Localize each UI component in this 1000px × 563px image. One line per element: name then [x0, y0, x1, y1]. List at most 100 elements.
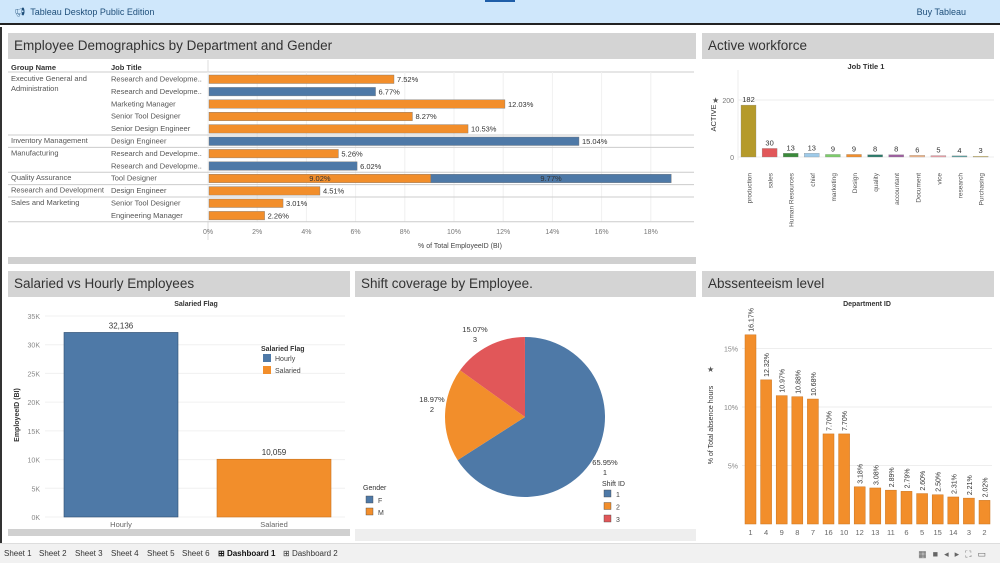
tab-sheet-6[interactable]: Sheet 6	[182, 549, 210, 558]
bar-value-label: 3.08%	[873, 465, 880, 485]
tab-sheet-3[interactable]: Sheet 3	[75, 549, 103, 558]
bar-female[interactable]	[208, 161, 358, 171]
bar-production[interactable]	[740, 104, 757, 158]
legend-swatch-shift-3[interactable]	[603, 514, 612, 523]
bar-male[interactable]	[208, 198, 284, 208]
bar-male[interactable]	[208, 149, 339, 159]
bar-department-5[interactable]	[916, 493, 928, 525]
x-category-label: marketing	[831, 173, 838, 202]
bar-value-label: 10,059	[262, 448, 287, 457]
bar-quality[interactable]	[867, 154, 883, 158]
tab-sheet-1[interactable]: Sheet 1	[4, 549, 32, 558]
tab-dashboard-1[interactable]: ⊞ Dashboard 1	[218, 549, 275, 558]
horizontal-scrollbar[interactable]	[8, 257, 696, 264]
bar-vice[interactable]	[930, 155, 947, 158]
x-category-label: 2	[982, 528, 986, 537]
bar-department-14[interactable]	[947, 496, 960, 525]
bar-value-label: 3.18%	[858, 464, 865, 484]
x-category-label: 7	[811, 528, 815, 537]
bar-accountant[interactable]	[888, 154, 904, 158]
bar-female[interactable]	[430, 173, 672, 183]
bar-department-6[interactable]	[900, 491, 913, 525]
x-tick-label: 12%	[496, 229, 510, 236]
bar-department-4[interactable]	[760, 379, 772, 525]
bar-department-12[interactable]	[853, 486, 866, 525]
x-category-label: 12	[856, 528, 864, 537]
tab-sheet-4[interactable]: Sheet 4	[111, 549, 139, 558]
job-title-label: Engineering Manager	[111, 211, 183, 220]
y-tick-label: 200	[722, 98, 734, 105]
y-tick-label: 0	[730, 155, 734, 162]
legend-swatch-shift-2[interactable]	[603, 502, 612, 510]
slice-shift-label: 2	[430, 405, 434, 414]
x-category-label: 5	[920, 528, 924, 537]
legend-swatch-hourly[interactable]	[263, 354, 271, 362]
tab-label: Dashboard 1	[226, 549, 276, 558]
bar-label: 9.77%	[540, 174, 562, 183]
panel-title-demographics: Employee Demographics by Department and …	[8, 33, 696, 59]
bar-document[interactable]	[909, 155, 925, 158]
pie-slice-shift-2[interactable]	[445, 370, 525, 461]
grid-view-icon[interactable]: ▦	[918, 549, 933, 559]
pie-slice-shift-1[interactable]	[457, 337, 606, 498]
bar-department-10[interactable]	[838, 433, 850, 525]
tab-dashboard-2[interactable]: ⊞ Dashboard 2	[283, 549, 338, 558]
bar-marketing[interactable]	[825, 154, 841, 158]
bar-male[interactable]	[208, 74, 395, 84]
presentation-icon[interactable]: ▭	[977, 549, 992, 559]
chart-title: Job Title 1	[848, 62, 885, 71]
x-category-label: Design	[852, 173, 859, 194]
tab-sheet-5[interactable]: Sheet 5	[147, 549, 175, 558]
legend-title: Gender	[363, 485, 387, 492]
tab-sheet-2[interactable]: Sheet 2	[39, 549, 67, 558]
bar-male[interactable]	[208, 186, 321, 196]
next-icon[interactable]: ▸	[954, 549, 966, 559]
bar-male[interactable]	[208, 99, 506, 109]
bar-purchasing[interactable]	[972, 155, 989, 158]
bar-sales[interactable]	[761, 148, 778, 158]
legend-swatch-gender-f[interactable]	[365, 495, 374, 504]
filmstrip-icon[interactable]: ■	[932, 549, 945, 559]
megaphone-icon: 📢︎	[14, 7, 26, 17]
horizontal-scrollbar[interactable]	[8, 529, 350, 536]
bar-department-3[interactable]	[963, 497, 975, 525]
bar-hourly[interactable]	[63, 332, 179, 518]
bar-department-13[interactable]	[869, 487, 882, 525]
bar-value-label: 13	[808, 143, 816, 152]
buy-tableau-link[interactable]: Buy Tableau	[916, 7, 966, 17]
bar-female[interactable]	[208, 136, 580, 146]
legend-swatch-salaried[interactable]	[263, 366, 271, 374]
legend-swatch-shift-1[interactable]	[603, 489, 612, 498]
bar-value-label: 7.70%	[827, 411, 834, 431]
bar-research[interactable]	[951, 155, 968, 158]
bar-male[interactable]	[208, 111, 413, 121]
bar-department-11[interactable]	[885, 489, 897, 525]
bar-department-1[interactable]	[744, 334, 757, 525]
fullscreen-icon[interactable]: ⛶	[965, 549, 978, 559]
job-title-label: Research and Developme..	[111, 161, 202, 170]
panel-title-active: Active workforce	[702, 33, 994, 59]
bar-department-16[interactable]	[822, 433, 835, 525]
prev-icon[interactable]: ◂	[944, 549, 955, 559]
app-title-text: Tableau Desktop Public Edition	[30, 7, 155, 17]
bar-department-7[interactable]	[807, 398, 819, 525]
bar-department-8[interactable]	[791, 396, 804, 525]
bar-female[interactable]	[208, 87, 376, 97]
bar-salaried[interactable]	[216, 458, 332, 518]
legend-swatch-gender-m[interactable]	[365, 507, 374, 516]
bar-male[interactable]	[208, 211, 265, 221]
bar-male[interactable]	[208, 124, 469, 134]
bar-department-9[interactable]	[775, 395, 788, 525]
panel-title-shift: Shift coverage by Employee.	[355, 271, 696, 297]
bar-label: 2.26%	[268, 211, 290, 220]
x-tick-label: 14%	[545, 229, 559, 236]
bar-design[interactable]	[846, 154, 862, 158]
legend-item-label: 3	[616, 517, 620, 524]
x-category-label: 15	[934, 528, 942, 537]
bar-chief[interactable]	[804, 153, 820, 158]
x-category-label: 3	[967, 528, 971, 537]
bar-department-15[interactable]	[931, 494, 944, 525]
bar-human-resources[interactable]	[783, 153, 799, 158]
pie-slice-shift-3[interactable]	[460, 337, 525, 417]
bar-department-2[interactable]	[978, 500, 991, 525]
